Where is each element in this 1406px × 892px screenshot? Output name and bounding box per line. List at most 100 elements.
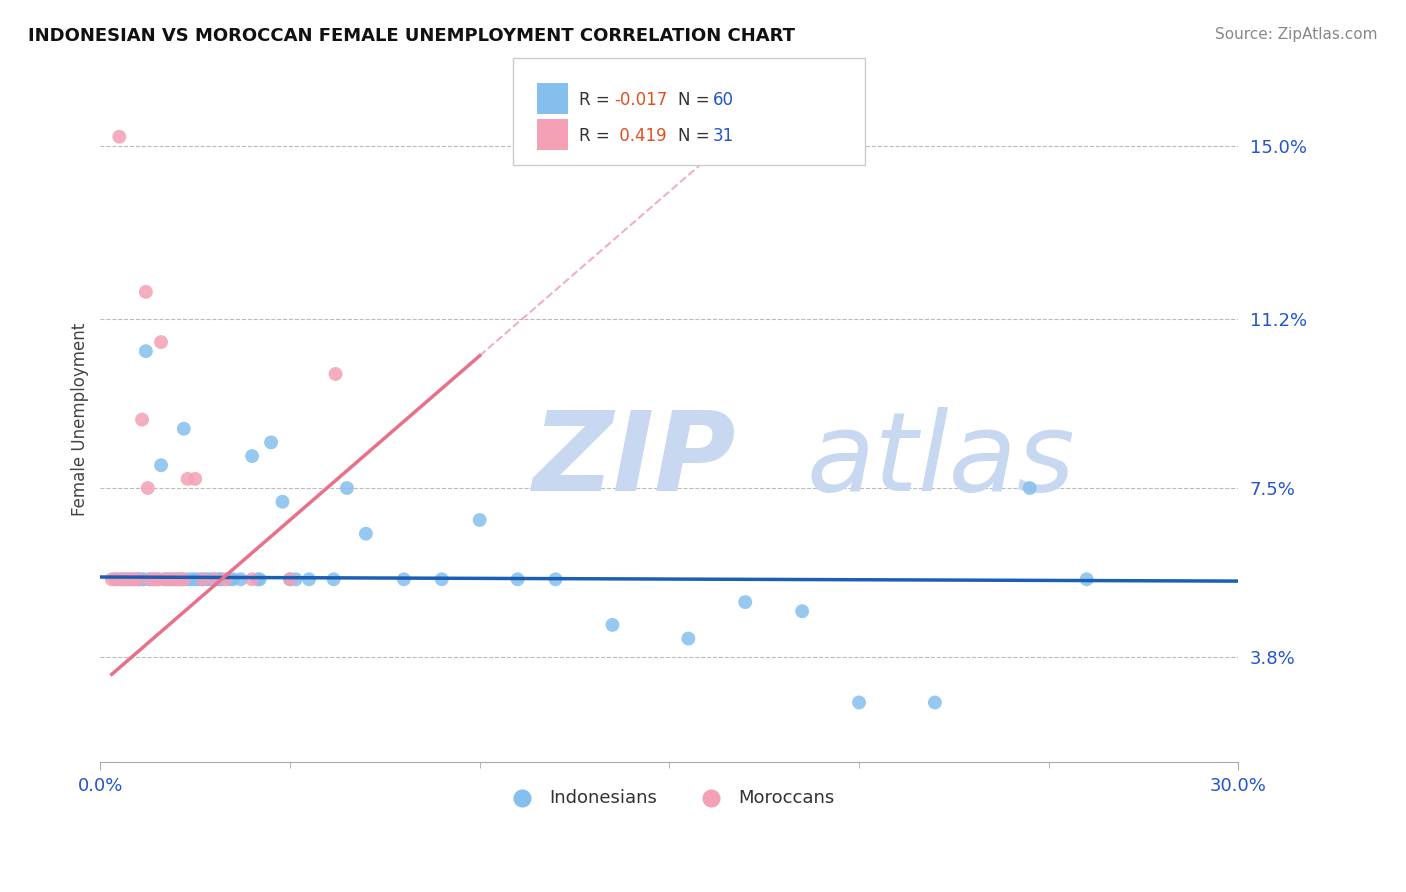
Point xyxy=(246,572,269,586)
Text: -0.017: -0.017 xyxy=(614,91,668,109)
Point xyxy=(792,604,814,618)
Point xyxy=(260,435,283,450)
Point xyxy=(153,572,176,586)
Point xyxy=(131,572,153,586)
Point xyxy=(110,572,132,586)
Point xyxy=(184,472,207,486)
Point xyxy=(249,572,271,586)
Point xyxy=(108,129,131,144)
Point xyxy=(207,572,229,586)
Point xyxy=(104,572,127,586)
Point xyxy=(218,572,240,586)
Point xyxy=(176,472,198,486)
Text: Source: ZipAtlas.com: Source: ZipAtlas.com xyxy=(1215,27,1378,42)
Point xyxy=(132,572,155,586)
Point xyxy=(278,572,301,586)
Text: ZIP: ZIP xyxy=(533,407,737,514)
Text: R =: R = xyxy=(579,91,616,109)
Legend: Indonesians, Moroccans: Indonesians, Moroccans xyxy=(496,782,842,814)
Point xyxy=(138,572,160,586)
Point xyxy=(180,572,202,586)
Point xyxy=(336,481,359,495)
Point xyxy=(924,696,946,710)
Text: atlas: atlas xyxy=(806,407,1074,514)
Point xyxy=(108,572,131,586)
Point xyxy=(202,572,225,586)
Point xyxy=(354,526,377,541)
Point xyxy=(104,572,127,586)
Point xyxy=(142,572,165,586)
Point xyxy=(148,572,170,586)
Point xyxy=(124,572,146,586)
Point xyxy=(544,572,567,586)
Point xyxy=(1018,481,1040,495)
Point xyxy=(284,572,307,586)
Point xyxy=(150,334,173,349)
Point xyxy=(162,572,184,586)
Point xyxy=(602,618,624,632)
Point xyxy=(115,572,138,586)
Text: R =: R = xyxy=(579,127,616,145)
Point xyxy=(240,572,263,586)
Point xyxy=(191,572,214,586)
Text: 60: 60 xyxy=(713,91,734,109)
Point xyxy=(135,344,157,359)
Point xyxy=(157,572,180,586)
Point xyxy=(127,572,149,586)
Point xyxy=(734,595,756,609)
Point xyxy=(157,572,180,586)
Point xyxy=(184,572,207,586)
Point xyxy=(127,572,149,586)
Point xyxy=(112,572,135,586)
Point xyxy=(165,572,187,586)
Point xyxy=(278,572,301,586)
Point xyxy=(173,422,195,436)
Point xyxy=(271,494,294,508)
Point xyxy=(112,572,135,586)
Point xyxy=(115,572,138,586)
Point xyxy=(136,481,159,495)
Point xyxy=(325,367,347,381)
Text: N =: N = xyxy=(678,127,714,145)
Point xyxy=(240,449,263,463)
Point xyxy=(211,572,233,586)
Point xyxy=(208,572,231,586)
Point xyxy=(173,572,195,586)
Point xyxy=(131,412,153,426)
Point xyxy=(678,632,700,646)
Point xyxy=(146,572,169,586)
Point xyxy=(202,572,225,586)
Point xyxy=(142,572,165,586)
Point xyxy=(229,572,252,586)
Point xyxy=(150,458,173,473)
Point xyxy=(1076,572,1098,586)
Point xyxy=(169,572,191,586)
Point xyxy=(170,572,193,586)
Text: INDONESIAN VS MOROCCAN FEMALE UNEMPLOYMENT CORRELATION CHART: INDONESIAN VS MOROCCAN FEMALE UNEMPLOYME… xyxy=(28,27,796,45)
Point xyxy=(468,513,491,527)
Point xyxy=(169,572,191,586)
Text: 0.419: 0.419 xyxy=(614,127,666,145)
Point xyxy=(176,572,198,586)
Point xyxy=(392,572,415,586)
Point xyxy=(146,572,169,586)
Point xyxy=(165,572,187,586)
Point xyxy=(100,572,122,586)
Text: N =: N = xyxy=(678,91,714,109)
Point xyxy=(214,572,236,586)
Text: 31: 31 xyxy=(713,127,734,145)
Point xyxy=(222,572,245,586)
Point xyxy=(120,572,142,586)
Point xyxy=(430,572,453,586)
Point xyxy=(138,572,160,586)
Point xyxy=(188,572,211,586)
Point xyxy=(191,572,214,586)
Point xyxy=(322,572,344,586)
Point xyxy=(135,285,157,299)
Point xyxy=(124,572,146,586)
Point xyxy=(200,572,222,586)
Point xyxy=(120,572,142,586)
Y-axis label: Female Unemployment: Female Unemployment xyxy=(72,323,89,516)
Point xyxy=(506,572,529,586)
Point xyxy=(153,572,176,586)
